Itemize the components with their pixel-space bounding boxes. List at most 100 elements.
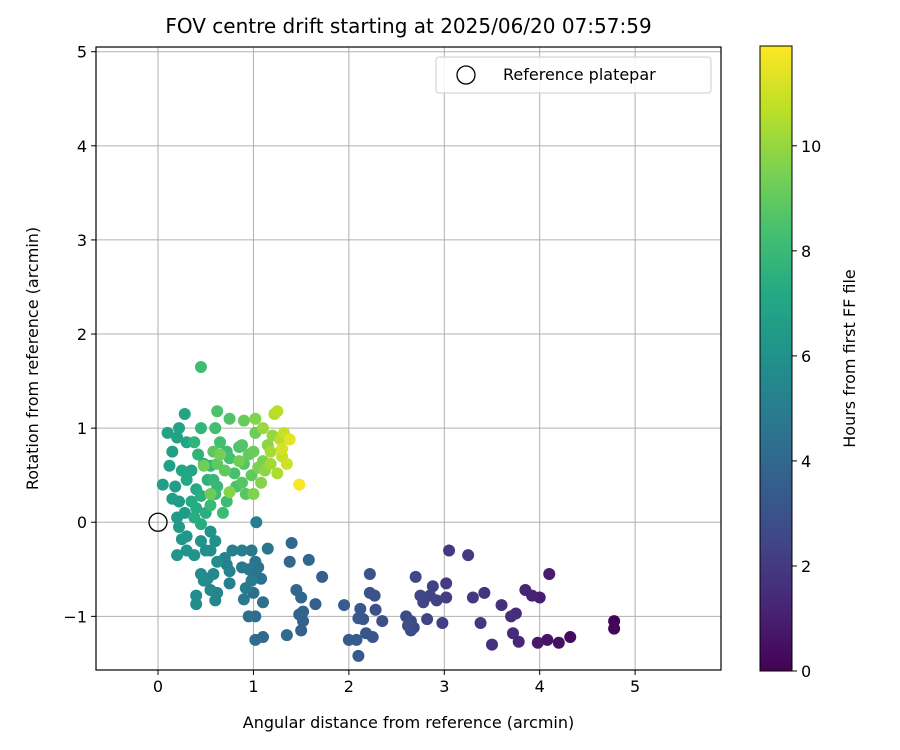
data-point [564,631,577,644]
data-point [512,635,525,648]
data-point [188,436,201,449]
data-point [256,596,269,609]
colorbar-tick-label: 4 [801,452,811,471]
data-point [171,431,184,444]
y-axis-ticks: −1 0 1 2 3 4 5 [63,43,96,626]
data-point [531,636,544,649]
data-point [285,536,298,549]
colorbar-tick-label: 8 [801,242,811,261]
legend-box [435,56,712,94]
data-point [249,412,262,425]
data-point [283,555,296,568]
data-point [180,473,193,486]
data-point [211,555,224,568]
data-point [235,544,248,557]
data-point [220,495,233,508]
data-point [541,633,554,646]
data-point [163,459,176,472]
data-point [608,622,621,635]
data-point [414,589,427,602]
data-point [192,448,205,461]
data-point [169,480,182,493]
data-point [290,584,303,597]
colorbar-tick-label: 10 [801,137,821,156]
data-point [178,408,191,421]
data-point [223,412,236,425]
data-point [194,360,207,373]
data-point [226,544,239,557]
data-point [309,598,322,611]
data-point [214,436,227,449]
scatter-points [148,360,621,662]
data-point [161,426,174,439]
data-point [204,584,217,597]
data-point [250,516,263,529]
data-point [506,627,519,640]
data-point [363,586,376,599]
data-point [297,605,310,618]
data-point [204,525,217,538]
data-point [247,488,260,501]
data-point [223,565,236,578]
data-point [156,478,169,491]
data-point [190,589,203,602]
data-point [363,568,376,581]
data-point [242,610,255,623]
data-point [505,610,518,623]
data-point [552,636,565,649]
colorbar-ticks: 0 2 4 6 8 10 [792,137,821,681]
data-point [216,506,229,519]
data-point [519,584,532,597]
grid-lines [96,47,721,670]
data-point [197,574,210,587]
data-point [280,457,293,470]
data-point [228,467,241,480]
data-point [421,613,434,626]
data-point [223,452,236,465]
colorbar-tick-label: 2 [801,557,811,576]
y-tick-label: 5 [77,43,87,62]
data-point [204,488,217,501]
data-point [474,616,487,629]
data-point [426,580,439,593]
y-tick-label: 4 [77,137,87,156]
data-point [409,570,422,583]
plot-frame [95,46,722,671]
data-point [223,486,236,499]
data-point [440,577,453,590]
data-point [194,489,207,502]
y-tick-label: 3 [77,231,87,250]
data-point [235,561,248,574]
data-point [237,414,250,427]
data-point [338,599,351,612]
data-point [209,594,222,607]
data-point [194,535,207,548]
data-point [175,464,188,477]
x-axis-ticks: 0 1 2 3 4 5 [153,670,640,696]
data-point [223,577,236,590]
legend-label-reference: Reference platepar [503,65,656,84]
x-tick-label: 5 [630,677,640,696]
data-point [255,476,268,489]
data-point [245,544,258,557]
data-point [478,586,491,599]
legend: Reference platepar [435,56,712,94]
data-point [190,502,203,515]
data-point [360,627,373,640]
data-point [443,544,456,557]
data-point [185,464,198,477]
data-point [204,499,217,512]
data-point [280,629,293,642]
y-tick-label: −1 [63,607,87,626]
data-point [352,649,365,662]
colorbar-tick-label: 0 [801,662,811,681]
data-point [271,405,284,418]
data-point [173,520,186,533]
data-point [247,445,260,458]
x-tick-label: 2 [344,677,354,696]
x-tick-label: 4 [535,677,545,696]
data-point [302,553,315,566]
data-point [233,455,246,468]
data-point [316,570,329,583]
